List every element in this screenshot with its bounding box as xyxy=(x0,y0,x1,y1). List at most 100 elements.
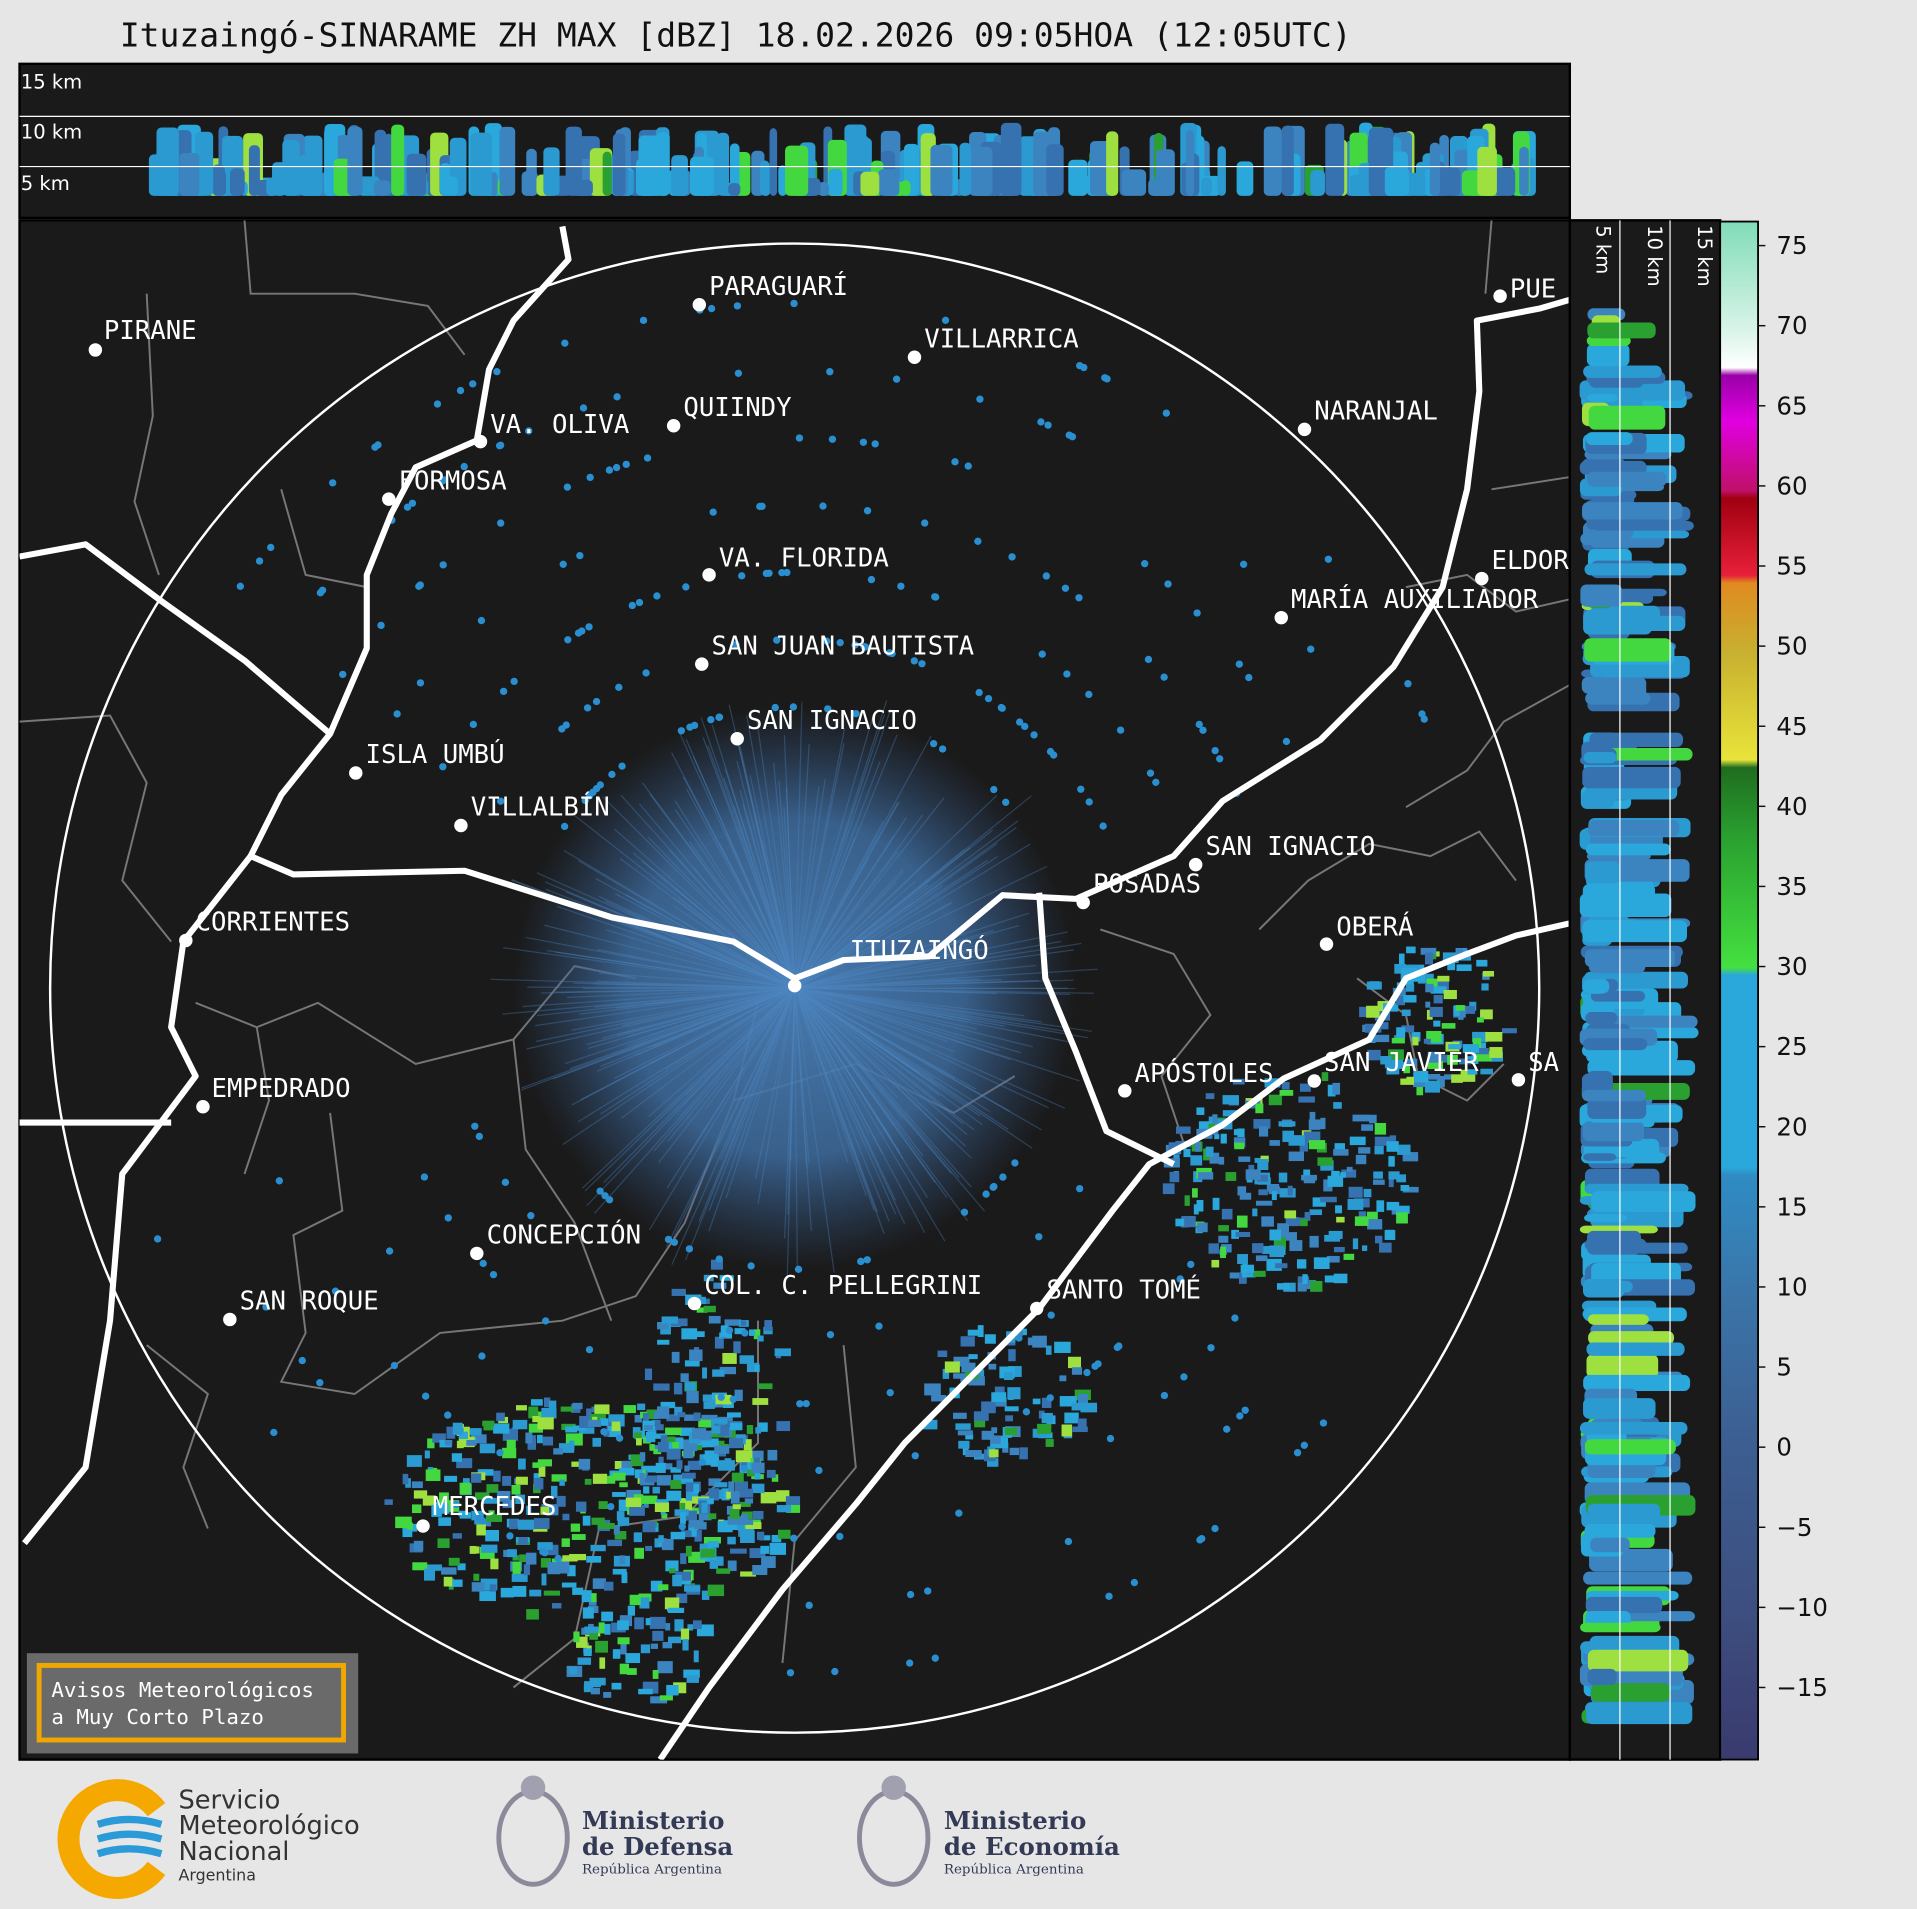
echo xyxy=(1045,1438,1054,1447)
echo-ray xyxy=(739,789,796,989)
echo-ray xyxy=(682,776,796,989)
echo xyxy=(451,1453,463,1462)
echo xyxy=(1105,1592,1113,1601)
echo-ray xyxy=(536,987,795,1043)
echo-ray xyxy=(742,803,796,989)
echo xyxy=(583,1684,594,1693)
echo xyxy=(1333,1102,1342,1109)
echo xyxy=(698,1418,712,1428)
echo xyxy=(713,1282,727,1289)
echo xyxy=(438,477,447,485)
city-label: POSADAS xyxy=(1093,870,1201,900)
warning-box[interactable] xyxy=(36,1662,346,1743)
echo xyxy=(583,1642,589,1654)
echo xyxy=(752,1510,764,1520)
city-dot xyxy=(1307,1074,1321,1088)
echo-ray xyxy=(794,987,1042,1131)
echo xyxy=(655,1462,666,1473)
echo-ray xyxy=(794,761,881,989)
echo-ray xyxy=(622,987,795,1027)
echo-ray xyxy=(556,951,795,989)
echo xyxy=(444,1411,452,1419)
echo xyxy=(863,507,872,515)
echo xyxy=(1405,984,1415,992)
echo xyxy=(1217,146,1226,196)
logo-economia: Ministerio de Economía República Argenti… xyxy=(857,1775,1120,1887)
echo-ray xyxy=(565,987,795,1065)
height-label: 5 km xyxy=(1592,225,1615,274)
echo xyxy=(681,1472,696,1479)
echo xyxy=(672,1574,682,1587)
echo xyxy=(617,1517,630,1526)
echo-ray xyxy=(794,978,980,989)
echo xyxy=(1347,1198,1364,1210)
echo xyxy=(1190,1155,1203,1166)
echo-ray xyxy=(567,987,795,999)
echo xyxy=(512,1585,527,1597)
city-label: EMPEDRADO xyxy=(212,1074,351,1104)
echo xyxy=(666,1684,679,1696)
echo xyxy=(479,1590,496,1602)
echo xyxy=(756,1531,765,1540)
echo xyxy=(511,1484,521,1495)
echo-ray xyxy=(794,987,952,1175)
echo xyxy=(1465,1056,1479,1064)
echo xyxy=(1394,963,1407,974)
echo xyxy=(525,1552,537,1565)
echo xyxy=(298,1356,306,1365)
echo xyxy=(960,1336,975,1347)
city-dot xyxy=(1118,1084,1132,1098)
echo-ray xyxy=(794,987,1033,1048)
echo xyxy=(689,156,714,196)
echo xyxy=(1586,1342,1685,1356)
echo-ray xyxy=(794,987,949,1043)
echo xyxy=(490,1558,499,1570)
echo xyxy=(676,1460,683,1470)
colorbar-tick-label: −10 xyxy=(1776,1593,1828,1622)
echo-ray xyxy=(794,987,1071,995)
echo xyxy=(665,1623,671,1631)
echo xyxy=(1425,983,1434,993)
echo xyxy=(1333,1273,1348,1284)
city-dot xyxy=(1076,895,1090,910)
echo-ray xyxy=(648,987,796,1118)
echo xyxy=(1027,1337,1040,1346)
echo-ray xyxy=(650,987,795,1064)
echo-ray xyxy=(736,760,796,989)
echo xyxy=(1583,365,1662,378)
echo-ray xyxy=(571,987,795,1031)
colorbar-tick-label: 40 xyxy=(1776,792,1807,821)
echo xyxy=(635,598,644,607)
echo-ray xyxy=(502,987,795,1015)
echo xyxy=(886,1388,894,1397)
echo-ray xyxy=(521,987,795,1089)
city-dot xyxy=(1297,422,1312,437)
echo xyxy=(717,1393,725,1401)
echo xyxy=(941,316,950,324)
echo xyxy=(984,694,993,703)
city-dot xyxy=(695,657,709,671)
echo xyxy=(680,1502,686,1514)
echo xyxy=(470,1473,482,1483)
echo xyxy=(1257,1159,1269,1171)
echo xyxy=(906,1590,915,1599)
echo xyxy=(1297,1282,1307,1292)
echo xyxy=(1083,1368,1091,1377)
echo xyxy=(871,440,879,448)
echo-ray xyxy=(794,987,941,1096)
echo xyxy=(591,1517,605,1525)
echo xyxy=(594,1404,610,1415)
height-label: 15 km xyxy=(1693,225,1716,286)
echo xyxy=(967,1329,981,1336)
echo xyxy=(1068,159,1088,196)
echo xyxy=(959,142,972,196)
echo xyxy=(1045,1345,1052,1355)
echo xyxy=(534,1478,544,1490)
echo xyxy=(942,1368,950,1379)
echo xyxy=(700,1548,716,1558)
echo xyxy=(1215,755,1224,763)
echo xyxy=(606,1475,616,1484)
echo xyxy=(1284,1210,1297,1219)
echo-ray xyxy=(794,987,983,1126)
colorbar-tick-label: 55 xyxy=(1776,552,1807,581)
